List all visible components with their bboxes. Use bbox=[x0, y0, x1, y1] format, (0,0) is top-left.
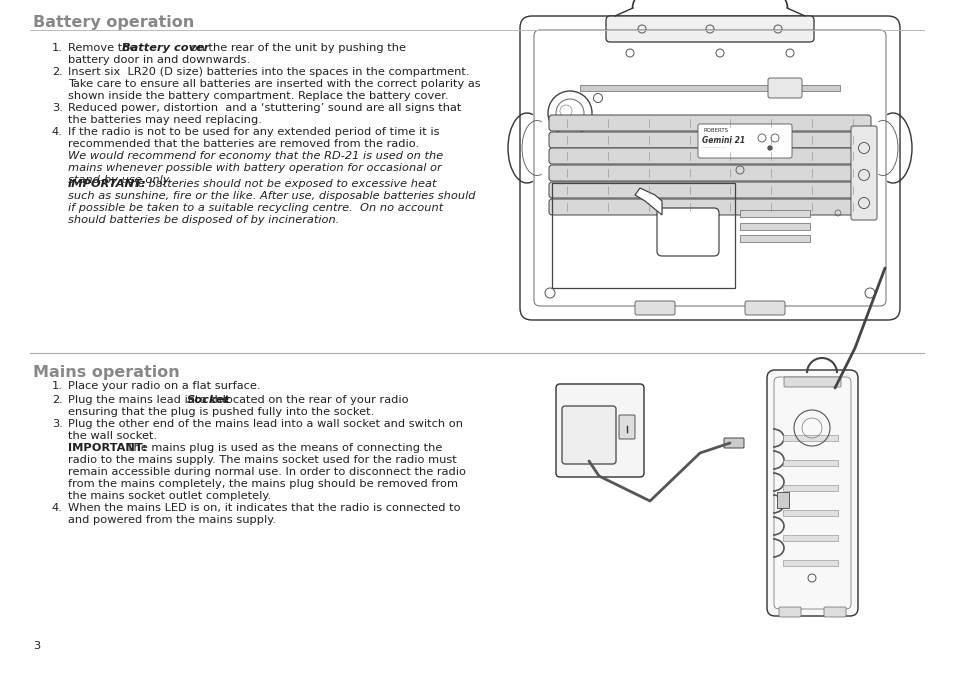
FancyBboxPatch shape bbox=[698, 124, 791, 158]
FancyBboxPatch shape bbox=[823, 607, 845, 617]
FancyBboxPatch shape bbox=[548, 165, 870, 181]
FancyBboxPatch shape bbox=[548, 199, 870, 215]
Text: 2.: 2. bbox=[52, 67, 63, 77]
Text: Reduced power, distortion  and a ‘stuttering’ sound are all signs that: Reduced power, distortion and a ‘stutter… bbox=[68, 103, 461, 113]
Text: recommended that the batteries are removed from the radio.: recommended that the batteries are remov… bbox=[68, 139, 418, 149]
Text: and powered from the mains supply.: and powered from the mains supply. bbox=[68, 515, 275, 525]
Text: 3: 3 bbox=[33, 641, 40, 651]
FancyBboxPatch shape bbox=[783, 377, 841, 387]
Bar bbox=[782, 460, 837, 466]
FancyBboxPatch shape bbox=[548, 132, 870, 148]
Text: Plug the mains lead into the: Plug the mains lead into the bbox=[68, 395, 233, 405]
Text: Battery cover: Battery cover bbox=[122, 43, 209, 53]
Text: if possible be taken to a suitable recycling centre.  On no account: if possible be taken to a suitable recyc… bbox=[68, 203, 443, 213]
Text: such as sunshine, fire or the like. After use, disposable batteries should: such as sunshine, fire or the like. Afte… bbox=[68, 191, 475, 201]
FancyBboxPatch shape bbox=[618, 415, 635, 439]
Text: We would recommend for economy that the RD-21 is used on the: We would recommend for economy that the … bbox=[68, 151, 443, 161]
FancyBboxPatch shape bbox=[723, 438, 743, 448]
Text: Plug the other end of the mains lead into a wall socket and switch on: Plug the other end of the mains lead int… bbox=[68, 419, 462, 429]
FancyBboxPatch shape bbox=[850, 126, 876, 220]
Text: shown inside the battery compartment. Replace the battery cover.: shown inside the battery compartment. Re… bbox=[68, 91, 448, 101]
Text: 3.: 3. bbox=[52, 103, 63, 113]
Bar bbox=[740, 235, 809, 242]
Text: from the mains completely, the mains plug should be removed from: from the mains completely, the mains plu… bbox=[68, 479, 457, 489]
Text: radio to the mains supply. The mains socket used for the radio must: radio to the mains supply. The mains soc… bbox=[68, 455, 456, 465]
Polygon shape bbox=[635, 188, 661, 215]
FancyBboxPatch shape bbox=[519, 16, 899, 320]
Text: Insert six  LR20 (D size) batteries into the spaces in the compartment.: Insert six LR20 (D size) batteries into … bbox=[68, 67, 469, 77]
Bar bbox=[782, 435, 837, 441]
Bar bbox=[740, 223, 809, 230]
Text: IMPORTANT:: IMPORTANT: bbox=[68, 443, 147, 453]
Bar bbox=[782, 485, 837, 491]
FancyBboxPatch shape bbox=[561, 406, 616, 464]
FancyBboxPatch shape bbox=[556, 384, 643, 477]
FancyBboxPatch shape bbox=[605, 16, 813, 42]
Text: The batteries should not be exposed to excessive heat: The batteries should not be exposed to e… bbox=[120, 179, 436, 189]
FancyBboxPatch shape bbox=[657, 208, 719, 256]
Text: If the radio is not to be used for any extended period of time it is: If the radio is not to be used for any e… bbox=[68, 127, 439, 137]
Text: IMPORTANT:: IMPORTANT: bbox=[68, 179, 147, 189]
Text: Place your radio on a flat surface.: Place your radio on a flat surface. bbox=[68, 381, 260, 391]
Text: stand-by use only.: stand-by use only. bbox=[68, 175, 172, 185]
Text: 2.: 2. bbox=[52, 395, 63, 405]
Text: Remove the: Remove the bbox=[68, 43, 140, 53]
Text: Gemini 21: Gemini 21 bbox=[701, 136, 744, 145]
Text: 4.: 4. bbox=[52, 503, 63, 513]
FancyBboxPatch shape bbox=[548, 115, 870, 131]
Text: ensuring that the plug is pushed fully into the socket.: ensuring that the plug is pushed fully i… bbox=[68, 407, 374, 417]
FancyBboxPatch shape bbox=[548, 182, 870, 198]
Text: ROBERTS: ROBERTS bbox=[703, 128, 728, 133]
Text: 4.: 4. bbox=[52, 127, 63, 137]
Text: on the rear of the unit by pushing the: on the rear of the unit by pushing the bbox=[187, 43, 406, 53]
Text: Take care to ensure all batteries are inserted with the correct polarity as: Take care to ensure all batteries are in… bbox=[68, 79, 480, 89]
Text: 1.: 1. bbox=[52, 381, 63, 391]
Text: 1.: 1. bbox=[52, 43, 63, 53]
Text: battery door in and downwards.: battery door in and downwards. bbox=[68, 55, 250, 65]
Bar bbox=[782, 560, 837, 566]
Text: remain accessible during normal use. In order to disconnect the radio: remain accessible during normal use. In … bbox=[68, 467, 465, 477]
Text: 3.: 3. bbox=[52, 419, 63, 429]
FancyBboxPatch shape bbox=[779, 607, 801, 617]
Circle shape bbox=[767, 146, 771, 150]
Text: the batteries may need replacing.: the batteries may need replacing. bbox=[68, 115, 262, 125]
FancyBboxPatch shape bbox=[766, 370, 857, 616]
Text: Mains operation: Mains operation bbox=[33, 365, 179, 380]
Text: ——————: —————— bbox=[701, 145, 726, 149]
FancyBboxPatch shape bbox=[548, 148, 870, 164]
Text: Socket: Socket bbox=[187, 395, 230, 405]
FancyBboxPatch shape bbox=[744, 301, 784, 315]
Bar bbox=[776, 492, 788, 508]
Text: mains whenever possible with battery operation for occasional or: mains whenever possible with battery ope… bbox=[68, 163, 441, 173]
Text: The mains plug is used as the means of connecting the: The mains plug is used as the means of c… bbox=[123, 443, 442, 453]
Bar bbox=[782, 535, 837, 541]
Bar bbox=[552, 183, 735, 288]
Text: the wall socket.: the wall socket. bbox=[68, 431, 157, 441]
Bar bbox=[579, 85, 840, 91]
Bar bbox=[782, 510, 837, 516]
Text: Battery operation: Battery operation bbox=[33, 15, 194, 30]
FancyBboxPatch shape bbox=[635, 301, 675, 315]
Text: should batteries be disposed of by incineration.: should batteries be disposed of by incin… bbox=[68, 215, 339, 225]
Text: When the mains LED is on, it indicates that the radio is connected to: When the mains LED is on, it indicates t… bbox=[68, 503, 460, 513]
Text: the mains socket outlet completely.: the mains socket outlet completely. bbox=[68, 491, 271, 501]
FancyBboxPatch shape bbox=[767, 78, 801, 98]
Bar bbox=[740, 210, 809, 217]
Text: located on the rear of your radio: located on the rear of your radio bbox=[219, 395, 408, 405]
